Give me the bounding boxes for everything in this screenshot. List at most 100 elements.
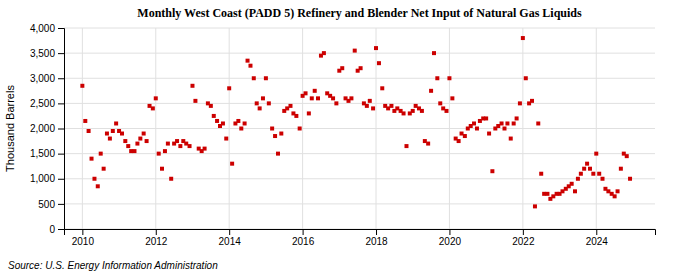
point bbox=[487, 132, 491, 136]
point bbox=[509, 137, 513, 141]
tick-label: 2012 bbox=[145, 236, 168, 247]
point bbox=[145, 139, 149, 143]
point bbox=[80, 84, 84, 88]
tick-label: 1,500 bbox=[30, 148, 55, 159]
point bbox=[457, 139, 461, 143]
point bbox=[160, 167, 164, 171]
point bbox=[169, 177, 173, 181]
tick: 2022 bbox=[512, 229, 535, 247]
point bbox=[264, 76, 268, 80]
title: Monthly West Coast (PADD 5) Refinery and… bbox=[137, 6, 582, 20]
x-axis: 20102012201420162018202020222024 bbox=[65, 229, 656, 247]
point bbox=[239, 127, 243, 131]
tick: 0 bbox=[49, 224, 64, 235]
point bbox=[248, 64, 252, 68]
point bbox=[524, 76, 528, 80]
point bbox=[276, 152, 280, 156]
point bbox=[365, 104, 369, 108]
point bbox=[432, 51, 436, 55]
point bbox=[105, 132, 109, 136]
point bbox=[570, 182, 574, 186]
grid-line bbox=[64, 153, 655, 154]
tick: 4,000 bbox=[30, 23, 64, 34]
point bbox=[92, 177, 96, 181]
point bbox=[616, 189, 620, 193]
point bbox=[521, 36, 525, 40]
point bbox=[601, 177, 605, 181]
tick: 2,000 bbox=[30, 123, 64, 134]
point bbox=[138, 137, 142, 141]
point bbox=[151, 106, 155, 110]
point bbox=[252, 76, 256, 80]
point bbox=[404, 144, 408, 148]
tick-mark bbox=[58, 129, 64, 130]
tick: 2010 bbox=[72, 229, 95, 247]
tick-mark bbox=[58, 103, 64, 104]
point bbox=[215, 119, 219, 123]
point bbox=[273, 134, 277, 138]
point bbox=[368, 99, 372, 103]
point bbox=[96, 184, 100, 188]
tick: 1,000 bbox=[30, 173, 64, 184]
point bbox=[435, 76, 439, 80]
tick-label: 2,000 bbox=[30, 123, 55, 134]
tick-label: 3,500 bbox=[30, 48, 55, 59]
point bbox=[236, 119, 240, 123]
point bbox=[402, 111, 406, 115]
point bbox=[420, 109, 424, 113]
point bbox=[258, 106, 262, 110]
tick-label: 2010 bbox=[72, 236, 95, 247]
point bbox=[270, 127, 274, 131]
point bbox=[591, 172, 595, 176]
point bbox=[484, 116, 488, 120]
point bbox=[227, 86, 231, 90]
point bbox=[102, 167, 106, 171]
tick-mark bbox=[523, 229, 524, 235]
source: Source: U.S. Energy Information Administ… bbox=[8, 260, 218, 271]
tick-mark bbox=[58, 179, 64, 180]
point bbox=[374, 46, 378, 50]
plot-area: 2010201220142016201820202022202405001,00… bbox=[30, 23, 656, 247]
point bbox=[588, 167, 592, 171]
tick: 2018 bbox=[365, 229, 388, 247]
grid-line bbox=[64, 78, 655, 79]
point bbox=[203, 147, 207, 151]
grid-line bbox=[64, 103, 655, 104]
point bbox=[545, 192, 549, 196]
point bbox=[261, 96, 265, 100]
point bbox=[576, 177, 580, 181]
tick: 3,500 bbox=[30, 48, 64, 59]
point bbox=[628, 177, 632, 181]
point bbox=[123, 139, 127, 143]
point bbox=[426, 142, 430, 146]
point bbox=[224, 137, 228, 141]
point bbox=[429, 89, 433, 93]
point bbox=[585, 162, 589, 166]
point bbox=[331, 96, 335, 100]
tick-label: 1,000 bbox=[30, 173, 55, 184]
point bbox=[90, 157, 94, 161]
point bbox=[114, 121, 118, 125]
point bbox=[573, 189, 577, 193]
point bbox=[246, 59, 250, 63]
tick-mark bbox=[229, 229, 230, 235]
tick-mark bbox=[156, 229, 157, 235]
point bbox=[83, 119, 87, 123]
point bbox=[294, 114, 298, 118]
point bbox=[463, 134, 467, 138]
point bbox=[502, 127, 506, 131]
tick-label: 2018 bbox=[365, 236, 388, 247]
point bbox=[126, 144, 130, 148]
tick-label: 2024 bbox=[586, 236, 609, 247]
point bbox=[359, 66, 363, 70]
point bbox=[472, 121, 476, 125]
grid-line bbox=[64, 28, 655, 29]
point bbox=[175, 139, 179, 143]
tick-label: 2020 bbox=[439, 236, 462, 247]
point bbox=[209, 104, 213, 108]
tick: 2,500 bbox=[30, 98, 64, 109]
point bbox=[190, 84, 194, 88]
point bbox=[135, 142, 139, 146]
tick-label: 2016 bbox=[292, 236, 315, 247]
points bbox=[80, 36, 632, 208]
